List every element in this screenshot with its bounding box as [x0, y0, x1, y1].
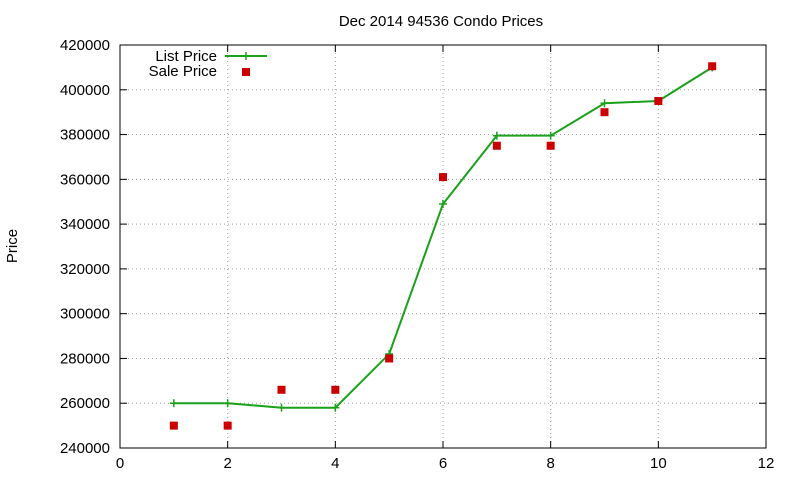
series-group: [169, 62, 717, 430]
x-tick-label: 8: [546, 455, 554, 472]
y-tick-label: 420000: [60, 37, 110, 54]
y-tick-label: 240000: [60, 440, 110, 457]
sale-price-point: [385, 354, 394, 363]
axis-ticks: 0 2 4 6 8 10 12 240000 260000 280000 300000 320000 3…: [60, 37, 774, 472]
y-tick-label: 300000: [60, 306, 110, 323]
y-tick-label: 380000: [60, 127, 110, 144]
legend-marker-sale-price: [242, 68, 250, 76]
x-tick-label: 12: [758, 455, 775, 472]
sale-price-point: [439, 173, 447, 182]
y-tick-label: 260000: [60, 395, 110, 412]
x-tick-label: 4: [331, 455, 339, 472]
y-tick-label: 340000: [60, 216, 110, 233]
x-tick-label: 10: [650, 455, 667, 472]
y-tick-label: 320000: [60, 261, 110, 278]
sale-price-point: [492, 141, 501, 150]
y-tick-label: 280000: [60, 350, 110, 367]
list-price-point: [439, 199, 447, 208]
sale-price-point: [169, 421, 178, 430]
legend-label-sale-price: Sale Price: [149, 63, 217, 80]
list-price-point: [600, 99, 609, 108]
sale-price-point: [546, 141, 555, 150]
list-price-point: [546, 131, 555, 140]
x-tick-label: 0: [116, 455, 124, 472]
sale-price-point: [708, 62, 717, 71]
list-price-point: [277, 403, 286, 412]
chart-title: Dec 2014 94536 Condo Prices: [339, 13, 543, 30]
y-axis-label: Price: [4, 229, 21, 263]
sale-price-point: [223, 421, 232, 430]
legend-label-list-price: List Price: [155, 48, 217, 65]
list-price-point: [492, 131, 501, 140]
sale-price-point: [331, 385, 340, 394]
y-tick-label: 360000: [60, 171, 110, 188]
y-tick-label: 400000: [60, 82, 110, 99]
sale-price-point: [654, 96, 663, 105]
grid-lines: [120, 45, 766, 448]
legend-marker-list-price: [242, 52, 250, 60]
sale-price-point: [600, 108, 609, 117]
x-tick-label: 6: [439, 455, 447, 472]
list-price-point: [331, 403, 340, 412]
list-price-point: [169, 399, 178, 408]
sale-price-point: [277, 385, 286, 394]
list-price-point: [223, 399, 232, 408]
x-tick-label: 2: [223, 455, 231, 472]
